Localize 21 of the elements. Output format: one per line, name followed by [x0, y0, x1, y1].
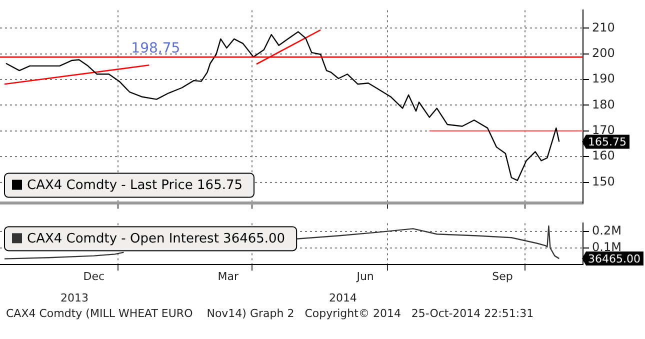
x-tick-label: Sep: [492, 270, 513, 284]
x2-tick-label: 2013: [60, 291, 89, 304]
y-tick-label: 170: [592, 123, 615, 138]
y-tick-label: 150: [592, 174, 615, 188]
legend-label: CAX4 Comdty - Open Interest 36465.00: [27, 232, 286, 247]
y-tick-label: 160: [592, 148, 615, 163]
y-tick-label: 200: [592, 46, 615, 60]
text: 36465.00: [588, 252, 640, 266]
text: 165.75: [588, 136, 626, 149]
x2-tick-label: 2014: [328, 291, 357, 304]
y-tick-label: 210: [592, 20, 615, 34]
text: CAX4 Comdty (MILL WHEAT EURO Nov14) Graph 2 Copyright© 2014 25-Oct-2014 22:51:31: [6, 307, 534, 320]
x-tick-label: Dec: [83, 270, 105, 284]
y-tick-label: 0.2M: [592, 224, 622, 238]
ref-line-label: 198,75: [131, 40, 180, 57]
legend-label: CAX4 Comdty - Last Price 165.75: [27, 178, 243, 194]
y-tick-label: 180: [592, 97, 615, 112]
y-tick-label: 190: [592, 72, 615, 86]
y-tick-label: 0.1M: [592, 240, 622, 254]
x-tick-label: Mar: [218, 270, 239, 284]
x-tick-label: Jun: [356, 270, 374, 284]
